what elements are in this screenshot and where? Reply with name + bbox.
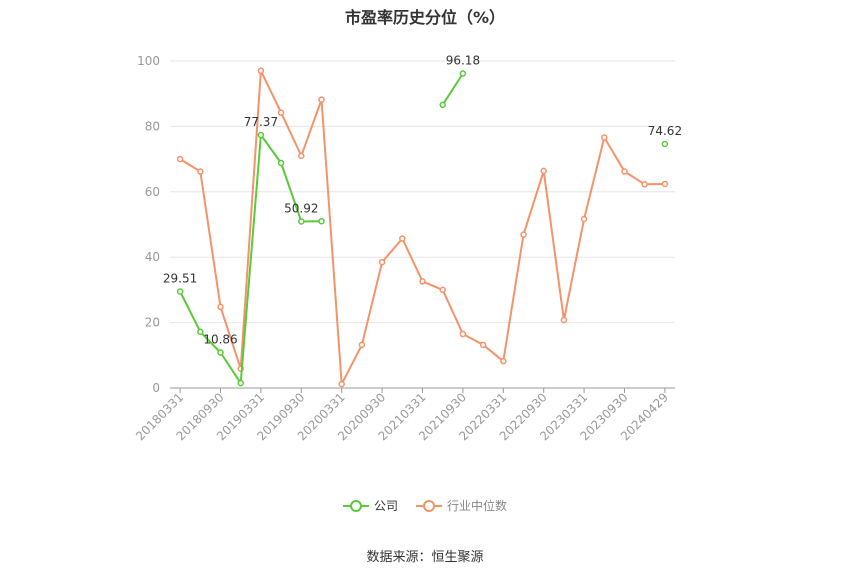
industry-data-point: [520, 231, 527, 238]
industry-data-point: [399, 235, 406, 242]
y-tick-label: 20: [145, 316, 160, 330]
industry-data-point: [540, 167, 547, 175]
industry-data-point: [621, 168, 628, 175]
industry-data-point: [560, 316, 568, 324]
company-data-point: [176, 288, 184, 295]
company-data-point: [237, 379, 244, 387]
y-tick-label: 40: [145, 250, 160, 264]
company-data-point: [277, 159, 285, 167]
industry-data-point: [338, 380, 345, 388]
company-data-point: [318, 217, 325, 225]
industry-data-point: [580, 215, 588, 223]
industry-data-point: [641, 181, 648, 188]
company-data-point: [217, 349, 224, 356]
data-label: 50.92: [284, 201, 318, 215]
company-data-point: [298, 218, 305, 225]
y-tick-label: 0: [152, 381, 160, 395]
industry-data-point: [661, 180, 669, 188]
industry-data-point: [601, 134, 608, 141]
industry-data-point: [500, 357, 507, 365]
legend-industry-marker: [416, 499, 442, 512]
industry-data-point: [217, 303, 224, 311]
industry-data-point: [197, 168, 204, 175]
data-label: 96.18: [446, 53, 480, 67]
industry-data-point: [439, 286, 446, 294]
y-tick-label: 80: [145, 119, 160, 133]
company-data-point: [197, 328, 204, 336]
legend-company-marker: [342, 499, 369, 512]
legend-item-industry[interactable]: 行业中位数: [416, 497, 507, 514]
data-label: 29.51: [163, 272, 197, 286]
chart-legend: 公司 行业中位数: [0, 497, 850, 514]
data-source-note: 数据来源：恒生聚源: [366, 550, 484, 565]
company-data-point: [257, 131, 265, 139]
data-label: 77.37: [244, 115, 278, 129]
industry-data-point: [277, 109, 285, 116]
industry-data-point: [378, 258, 386, 266]
industry-data-point: [419, 278, 426, 285]
industry-data-point: [318, 96, 325, 103]
industry-data-point: [176, 155, 184, 163]
industry-data-point: [459, 330, 467, 338]
legend-company-label: 公司: [373, 499, 398, 513]
industry-data-point: [479, 341, 487, 349]
industry-data-point: [257, 67, 265, 75]
y-tick-label: 100: [137, 54, 160, 68]
legend-industry-label: 行业中位数: [447, 499, 508, 513]
data-label: 74.62: [648, 124, 682, 138]
industry-data-point: [298, 152, 305, 160]
company-data-point: [459, 70, 467, 77]
legend-item-company[interactable]: 公司: [342, 497, 398, 514]
company-data-point: [439, 101, 446, 109]
data-label: 10.86: [203, 332, 237, 346]
company-data-point: [661, 140, 669, 148]
y-tick-label: 60: [145, 185, 160, 199]
industry-data-point: [358, 341, 366, 349]
chart-title: 市盈率历史分位（%）: [344, 8, 506, 27]
